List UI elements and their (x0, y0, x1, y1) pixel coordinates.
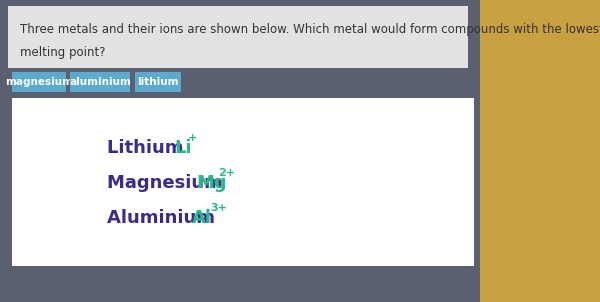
Text: magnesium: magnesium (5, 77, 73, 87)
Text: melting point?: melting point? (19, 46, 105, 59)
Text: Aluminium: Aluminium (107, 209, 221, 227)
Text: +: + (188, 133, 197, 143)
Text: aluminium: aluminium (69, 77, 131, 87)
Text: 2+: 2+ (218, 168, 235, 178)
Text: Lithium: Lithium (107, 139, 190, 157)
Text: Li: Li (174, 139, 191, 157)
Text: Mg: Mg (196, 174, 227, 192)
Text: Magnesium: Magnesium (107, 174, 229, 192)
Text: 3+: 3+ (210, 203, 227, 213)
Text: Three metals and their ions are shown below. Which metal would form compounds wi: Three metals and their ions are shown be… (19, 23, 600, 36)
Text: lithium: lithium (137, 77, 179, 87)
Text: Al: Al (192, 209, 212, 227)
